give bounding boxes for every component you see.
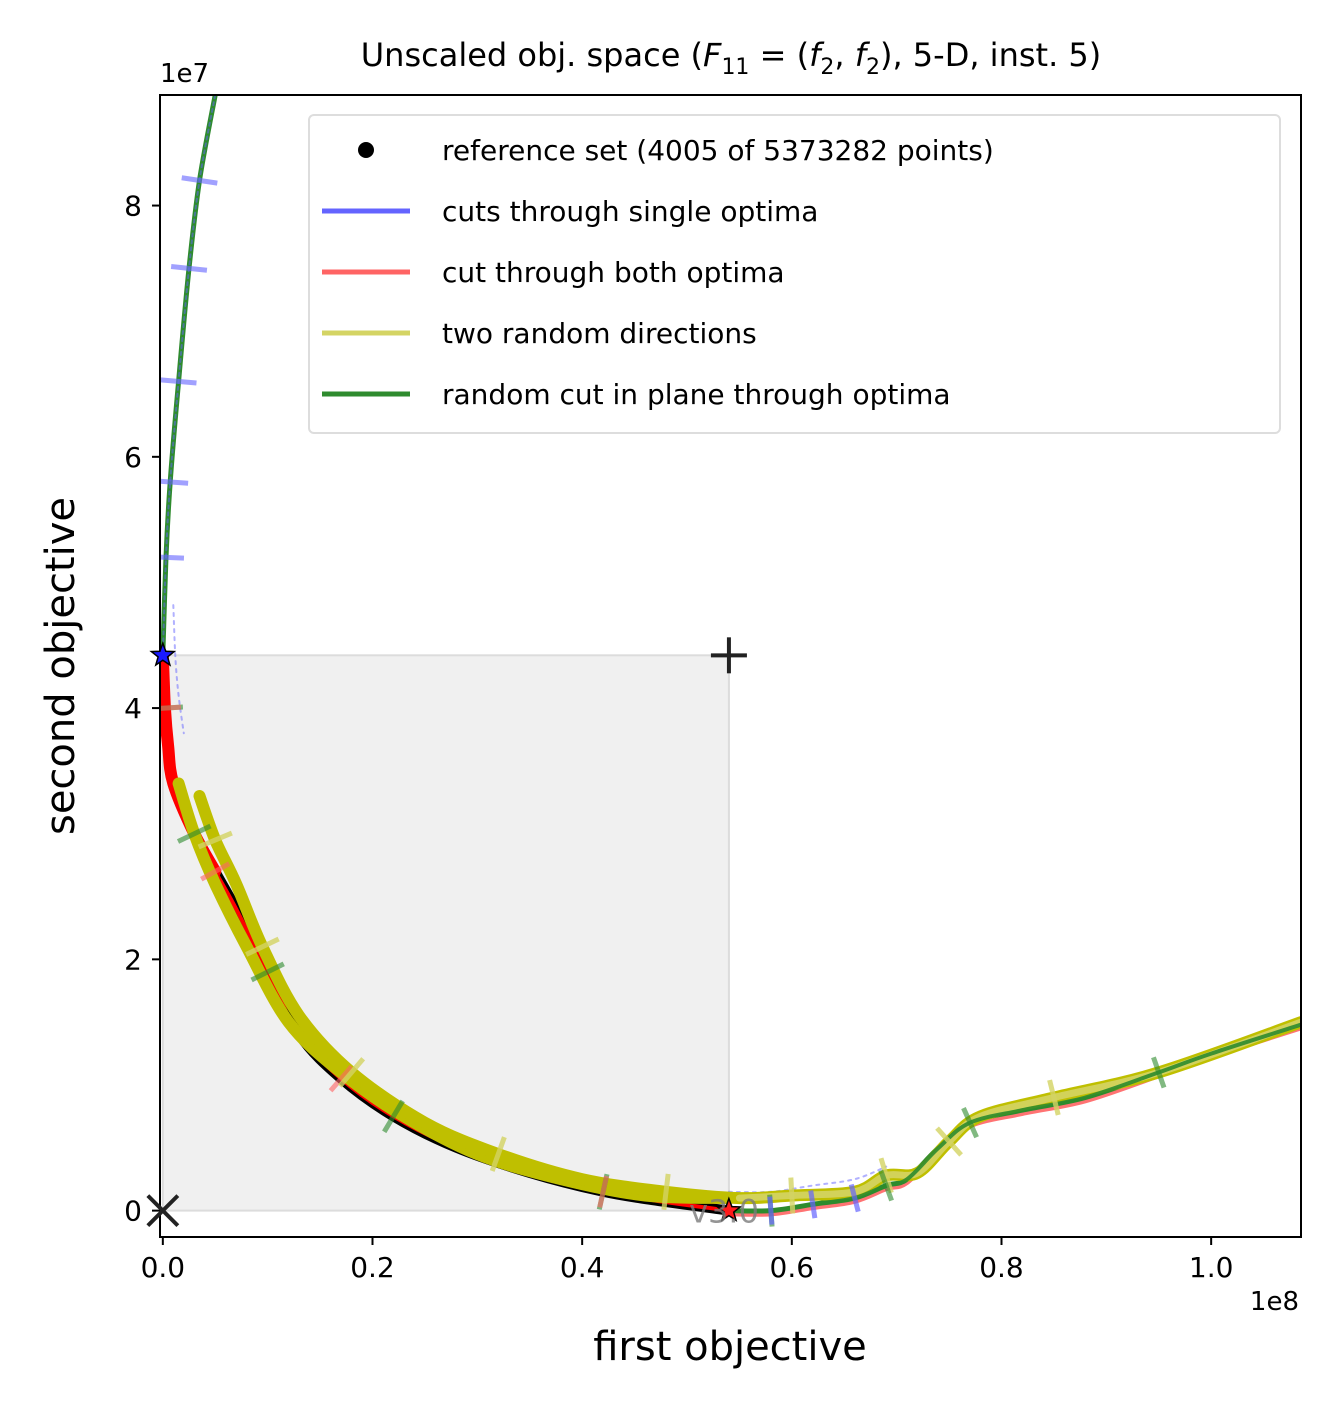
ideal-x-marker <box>146 1194 180 1228</box>
plane-cut-mark <box>170 264 208 273</box>
plane-cut-mark <box>961 1107 979 1139</box>
both-optima-mark <box>200 861 231 882</box>
x-multiplier: 1e8 <box>1250 1287 1299 1317</box>
single-optima-mark <box>848 1183 861 1213</box>
both-optima-mark <box>328 1064 354 1093</box>
plot-area <box>160 95 1301 1227</box>
legend-label: random cut in plane through optima <box>442 378 951 411</box>
y-tick-label: 6 <box>124 441 142 474</box>
y-tick-label: 2 <box>124 943 142 976</box>
plane-cut-mark <box>160 377 197 386</box>
x-tick-label: 0.6 <box>770 1251 815 1284</box>
y-multiplier: 1e7 <box>160 59 209 89</box>
plane-cut-right-top <box>726 1022 1301 1214</box>
random-direction-mark <box>661 1173 671 1210</box>
x-tick-label: 0.0 <box>141 1251 186 1284</box>
legend-item: cut through both optima <box>322 256 785 289</box>
plane-cut-mark <box>176 823 212 844</box>
x-tick-label: 0.2 <box>350 1251 395 1284</box>
random-direction-mark <box>788 1177 796 1214</box>
y-tick-label: 8 <box>124 190 142 223</box>
y-tick-label: 4 <box>124 692 142 725</box>
legend-item: cuts through single optima <box>322 195 818 228</box>
random-direction-mark <box>337 1057 366 1088</box>
plane-cut-mark <box>878 1169 894 1202</box>
random-direction-mark <box>245 936 280 957</box>
plane-cut-mark <box>250 961 285 983</box>
legend-label: cuts through single optima <box>442 195 818 228</box>
y-axis-label: second objective <box>38 497 84 835</box>
legend-box <box>308 114 1281 434</box>
x-axis-label: first objective <box>593 1324 867 1370</box>
optimum-1-star <box>149 641 177 667</box>
y-tick-label: 0 <box>124 1195 142 1228</box>
random-direction-mark <box>1047 1079 1061 1116</box>
single-optima-cut-right-dotted <box>727 1165 888 1194</box>
random-direction-mark <box>489 1136 507 1172</box>
single-optima-cut-dotted <box>172 604 185 735</box>
plane-cut-mark <box>1151 1056 1167 1089</box>
legend-dot <box>358 142 374 158</box>
random-direction-mark <box>197 830 233 850</box>
single-optima-mark <box>808 1190 818 1219</box>
plane-cut-mark <box>160 554 185 561</box>
ticks: 0.0 0.2 0.4 0.6 0.8 1.0 0 2 4 6 8 <box>124 190 1233 1284</box>
legend-label: two random directions <box>442 317 757 350</box>
legend-item: two random directions <box>322 317 757 350</box>
legend-label: reference set (4005 of 5373282 points) <box>442 134 994 167</box>
axes-frame <box>159 94 1302 1238</box>
version-label: v3.0 <box>689 1193 759 1231</box>
chart-title: Unscaled obj. space (F11 = (f2, f2), 5-D… <box>361 36 1102 80</box>
both-optima-mark <box>160 704 182 711</box>
legend-item: random cut in plane through optima <box>322 378 951 411</box>
x-tick-label: 0.8 <box>979 1251 1024 1284</box>
plane-cut-mark <box>181 175 218 186</box>
legend-label: cut through both optima <box>442 256 785 289</box>
random-direction-mark <box>935 1126 963 1157</box>
legend: reference set (4005 of 5373282 points) cu… <box>308 114 1281 434</box>
plane-cut-mark <box>382 1099 405 1134</box>
optimum-2-star <box>715 1196 743 1223</box>
x-tick-label: 0.4 <box>560 1251 605 1284</box>
random-direction-mark <box>878 1157 894 1194</box>
nadir-plus-marker <box>710 637 747 674</box>
legend-item: reference set (4005 of 5373282 points) <box>358 134 994 167</box>
plane-cut-mark <box>160 478 189 486</box>
both-optima-mark <box>597 1175 610 1208</box>
x-tick-label: 1.0 <box>1189 1251 1234 1284</box>
single-optima-mark <box>767 1196 775 1225</box>
